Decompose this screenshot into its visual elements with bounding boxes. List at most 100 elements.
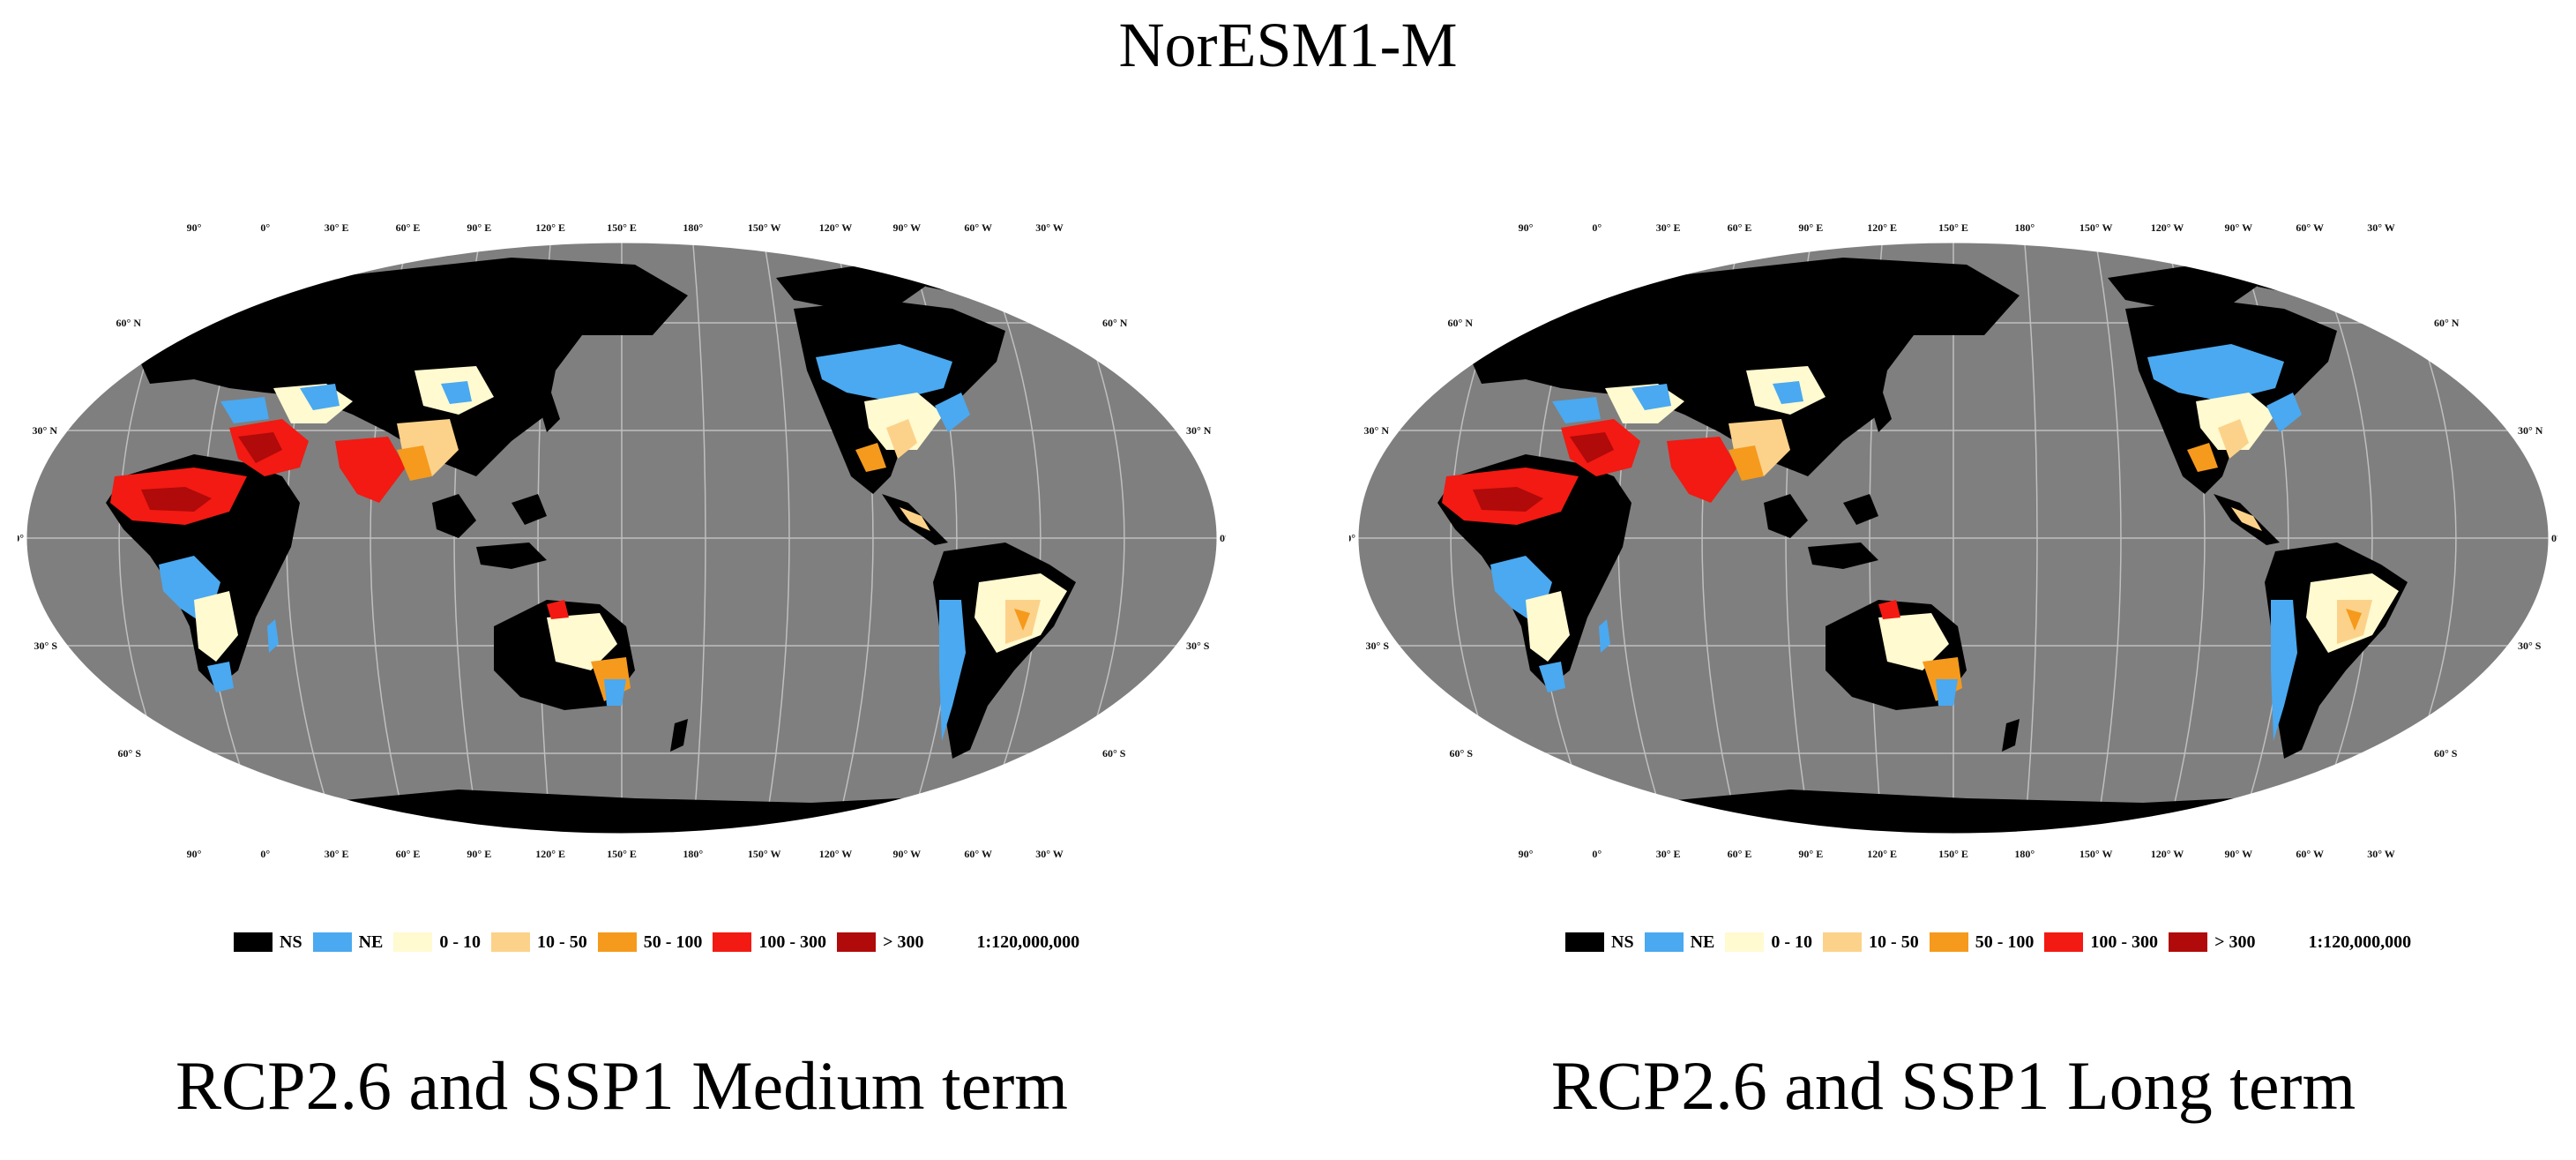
legend-item: 50 - 100: [1929, 932, 2034, 953]
graticule-meridian: [977, 243, 1042, 834]
land-region: [1526, 591, 1570, 662]
lon-label-bottom: 150° E: [607, 848, 637, 860]
lon-label-top: 90° E: [467, 221, 491, 234]
legend-item: 50 - 100: [597, 932, 703, 953]
lon-label-top: 120° W: [819, 221, 853, 234]
lon-label-top: 30° E: [1656, 221, 1681, 234]
lon-label-bottom: 60° W: [2296, 848, 2324, 860]
map-panel-medium-term: 90° 0° 30° E 60° E 90° E 120° E 150° E 180° 150°…: [18, 212, 1226, 1129]
graticule-meridian: [2094, 243, 2122, 834]
land-region: [538, 393, 560, 432]
land-region: [1552, 397, 1601, 423]
land-region: [220, 397, 269, 423]
legend-swatch: [234, 932, 273, 952]
legend-label: 10 - 50: [537, 932, 587, 952]
legend-label: > 300: [883, 932, 924, 952]
lon-label-bottom: 30° W: [1035, 848, 1064, 860]
land-region: [1936, 679, 1958, 706]
legend-swatch: [837, 932, 877, 952]
legend-swatch: [597, 932, 637, 952]
legend-swatch: [2169, 932, 2208, 952]
lat-label-right: 0°: [2551, 532, 2557, 544]
land-region: [432, 494, 476, 538]
map-scale: 1:120,000,000: [976, 932, 1080, 952]
land-region: [132, 258, 688, 476]
land-region: [1764, 494, 1808, 538]
land-region: [939, 600, 966, 741]
lon-label-top: 0°: [1592, 221, 1602, 234]
land-region: [194, 591, 238, 662]
land-region: [1843, 494, 1878, 525]
lon-label-top: 30° W: [2367, 221, 2395, 234]
legend-item: 10 - 50: [1823, 932, 1919, 953]
lon-label-bottom: 120° W: [2151, 848, 2184, 860]
legend-swatch: [713, 932, 752, 952]
legend-item: NE: [312, 932, 384, 953]
land-region: [441, 381, 472, 404]
figure-title: NorESM1-M: [1118, 10, 1458, 80]
lat-label-right: 30° N: [2518, 424, 2543, 437]
legend-item: NS: [1565, 932, 1634, 953]
legend-swatch: [1823, 932, 1863, 952]
land-region: [604, 679, 626, 706]
lon-label-top: 90° W: [893, 221, 922, 234]
map-panel-long-term: 90° 0° 30° E 60° E 90° E 120° E 150° E 180° 150°…: [1349, 212, 2557, 1129]
land-region: [1667, 437, 1737, 503]
legend-label: NE: [358, 932, 384, 952]
lon-label-bottom: 120° E: [1867, 848, 1897, 860]
land-region: [2231, 507, 2262, 531]
lat-label-left: 60° S: [1450, 747, 1474, 760]
land-region: [1570, 432, 1614, 463]
lat-label-left: 30° N: [33, 424, 58, 437]
lon-label-top: 120° E: [1867, 221, 1897, 234]
legend-item: 100 - 300: [2044, 932, 2158, 953]
land-region: [1539, 662, 1565, 692]
lon-label-bottom: 180°: [2014, 848, 2035, 860]
legend-label: NS: [280, 932, 302, 952]
lon-label-bottom: 150° W: [748, 848, 781, 860]
legend-item: 10 - 50: [491, 932, 587, 953]
land-region: [2266, 393, 2302, 432]
graticule-meridian: [692, 243, 706, 834]
legend-label: 10 - 50: [1869, 932, 1919, 952]
legend-item: > 300: [2169, 932, 2255, 953]
legend-item: NS: [234, 932, 302, 953]
lat-label-right: 30° N: [1186, 424, 1212, 437]
world-map-medium-term: 90° 0° 30° E 60° E 90° E 120° E 150° E 180° 150°…: [18, 221, 1226, 860]
legend-label: 0 - 10: [439, 932, 482, 952]
lat-label-right: 30° S: [1186, 640, 1210, 652]
lon-label-top: 120° W: [2151, 221, 2184, 234]
legend-item: 0 - 10: [393, 932, 481, 953]
lat-label-left: 30° S: [1366, 640, 1390, 652]
map-border: [26, 242, 1218, 834]
lon-label-bottom: 90° E: [1798, 848, 1823, 860]
legend-label: 50 - 100: [643, 932, 703, 952]
lat-label-left: 60° N: [1448, 317, 1474, 329]
lon-label-bottom: 90° W: [2225, 848, 2253, 860]
legend-item: NE: [1644, 932, 1714, 953]
lon-label-top: 180°: [683, 221, 703, 234]
lon-label-top: 90° E: [1798, 221, 1823, 234]
land-region: [238, 432, 282, 463]
lat-label-left: 0°: [18, 532, 24, 544]
lon-label-top: 60° W: [964, 221, 992, 234]
lon-label-bottom: 90°: [187, 848, 202, 860]
land-region: [2002, 719, 2020, 752]
land-region: [2346, 609, 2362, 631]
lon-label-bottom: 60° E: [1728, 848, 1752, 860]
land-region: [397, 445, 432, 481]
legend-label: 0 - 10: [1771, 932, 1813, 952]
land-region: [1729, 445, 1764, 481]
lat-label-right: 60° N: [2434, 317, 2460, 329]
land-region: [300, 384, 340, 410]
legend-swatch: [1725, 932, 1765, 952]
land-region: [2218, 419, 2249, 459]
lat-label-left: 60° S: [118, 747, 142, 760]
lon-label-bottom: 120° W: [819, 848, 853, 860]
lon-label-bottom: 150° E: [1938, 848, 1968, 860]
lon-label-bottom: 30° E: [325, 848, 349, 860]
land-region: [1878, 600, 1900, 619]
land-region: [935, 393, 970, 432]
panel-caption-long-term: RCP2.6 and SSP1 Long term: [1550, 1047, 2356, 1124]
lat-label-right: 30° S: [2518, 640, 2542, 652]
